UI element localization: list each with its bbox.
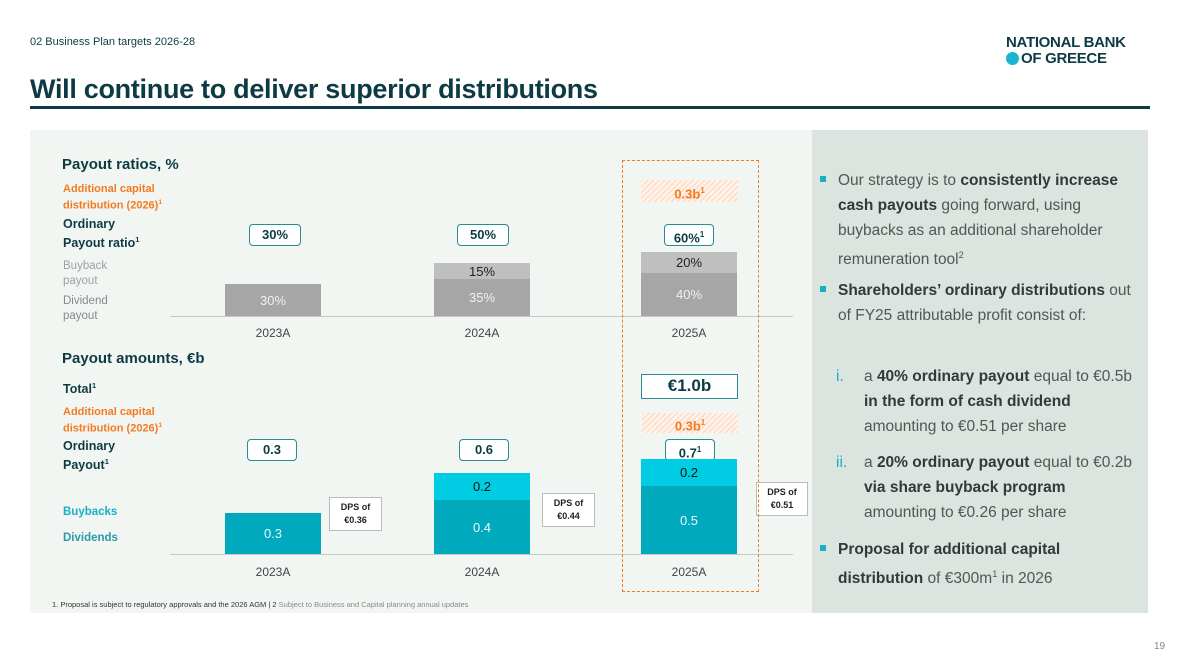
ratio-bar-dividend-payout-2025A: 40% (641, 273, 737, 316)
amounts-year-2025: 2025A (671, 565, 707, 579)
ratio-additional-2025: 0.3b1 (641, 180, 738, 202)
sub-bullet-buyback: ii. a 20% ordinary payout equal to €0.2b … (836, 454, 1132, 521)
ratios-axis (170, 316, 793, 317)
amount-bar-dividends-2025A: 0.5 (641, 486, 737, 554)
ratios-year-2023: 2023A (255, 326, 291, 340)
ratio-bar-dividend-payout-2024A: 35% (434, 279, 530, 316)
title-divider (30, 106, 1150, 109)
amount-additional-2025: 0.3b1 (642, 413, 738, 433)
section-label: 02 Business Plan targets 2026-28 (30, 36, 196, 48)
ratios-ordinary-label: Ordinary Payout ratio1 (63, 217, 140, 251)
commentary-panel (812, 130, 1148, 613)
amounts-year-2024: 2024A (464, 565, 500, 579)
page-number: 19 (1154, 641, 1166, 652)
bullet-distributions: Shareholders’ ordinary distributions out… (820, 278, 1138, 328)
bank-logo: NATIONAL BANK OF GREECE (1006, 35, 1126, 67)
amounts-total-label: Total1 (63, 381, 97, 397)
bullet-strategy: Our strategy is to consistently increase… (820, 168, 1138, 272)
dps-callout-2023: DPS of €0.36 (329, 497, 382, 531)
legend-buyback-payout: Buyback payout (63, 260, 108, 287)
footnote: 1. Proposal is subject to regulatory app… (52, 600, 469, 609)
amount-bar-buybacks-2024A: 0.2 (434, 473, 530, 500)
amount-grand-total-2025: €1.0b (641, 374, 738, 399)
bullet-square-icon (820, 286, 826, 292)
logo-line-2: OF GREECE (1021, 50, 1107, 67)
ratios-title: Payout ratios, % (62, 156, 179, 173)
dps-callout-2025: DPS of €0.51 (756, 482, 808, 516)
page-title: Will continue to deliver superior distri… (30, 74, 598, 104)
legend-dividend-payout: Dividend payout (63, 295, 108, 322)
ratio-total-2023: 30% (249, 224, 301, 246)
ratios-additional-label: Additional capital distribution (2026)1 (63, 183, 163, 212)
amounts-title: Payout amounts, €b (62, 350, 205, 367)
ratio-total-2024: 50% (457, 224, 509, 246)
legend-dividends: Dividends (63, 532, 118, 544)
amounts-ordinary-label: Ordinary Payout1 (63, 439, 116, 473)
amount-bar-dividends-2023A: 0.3 (225, 513, 321, 554)
dps-callout-2024: DPS of €0.44 (542, 493, 595, 527)
highlight-2025-frame (622, 160, 759, 592)
amounts-axis (170, 554, 793, 555)
bullet-proposal: Proposal for additional capital distribu… (820, 537, 1138, 591)
legend-buybacks: Buybacks (63, 506, 118, 518)
amount-total-2024: 0.6 (459, 439, 509, 461)
ratio-bar-buyback-payout-2025A: 20% (641, 252, 737, 273)
sub-bullet-dividend: i. a 40% ordinary payout equal to €0.5b i… (836, 368, 1132, 435)
ratios-year-2025: 2025A (671, 326, 707, 340)
amount-bar-buybacks-2025A: 0.2 (641, 459, 737, 486)
amount-total-2025: 0.71 (665, 439, 715, 461)
logo-emblem-icon (1006, 52, 1019, 65)
amount-total-2023: 0.3 (247, 439, 297, 461)
bullet-square-icon (820, 545, 826, 551)
ratio-bar-dividend-payout-2023A: 30% (225, 284, 321, 316)
ratio-bar-buyback-payout-2024A: 15% (434, 263, 530, 279)
ratios-year-2024: 2024A (464, 326, 500, 340)
amounts-additional-label: Additional capital distribution (2026)1 (63, 406, 163, 435)
bullet-square-icon (820, 176, 826, 182)
amounts-year-2023: 2023A (255, 565, 291, 579)
amount-bar-dividends-2024A: 0.4 (434, 500, 530, 554)
ratio-total-2025: 60%1 (664, 224, 714, 246)
logo-line-1: NATIONAL BANK (1006, 34, 1126, 51)
